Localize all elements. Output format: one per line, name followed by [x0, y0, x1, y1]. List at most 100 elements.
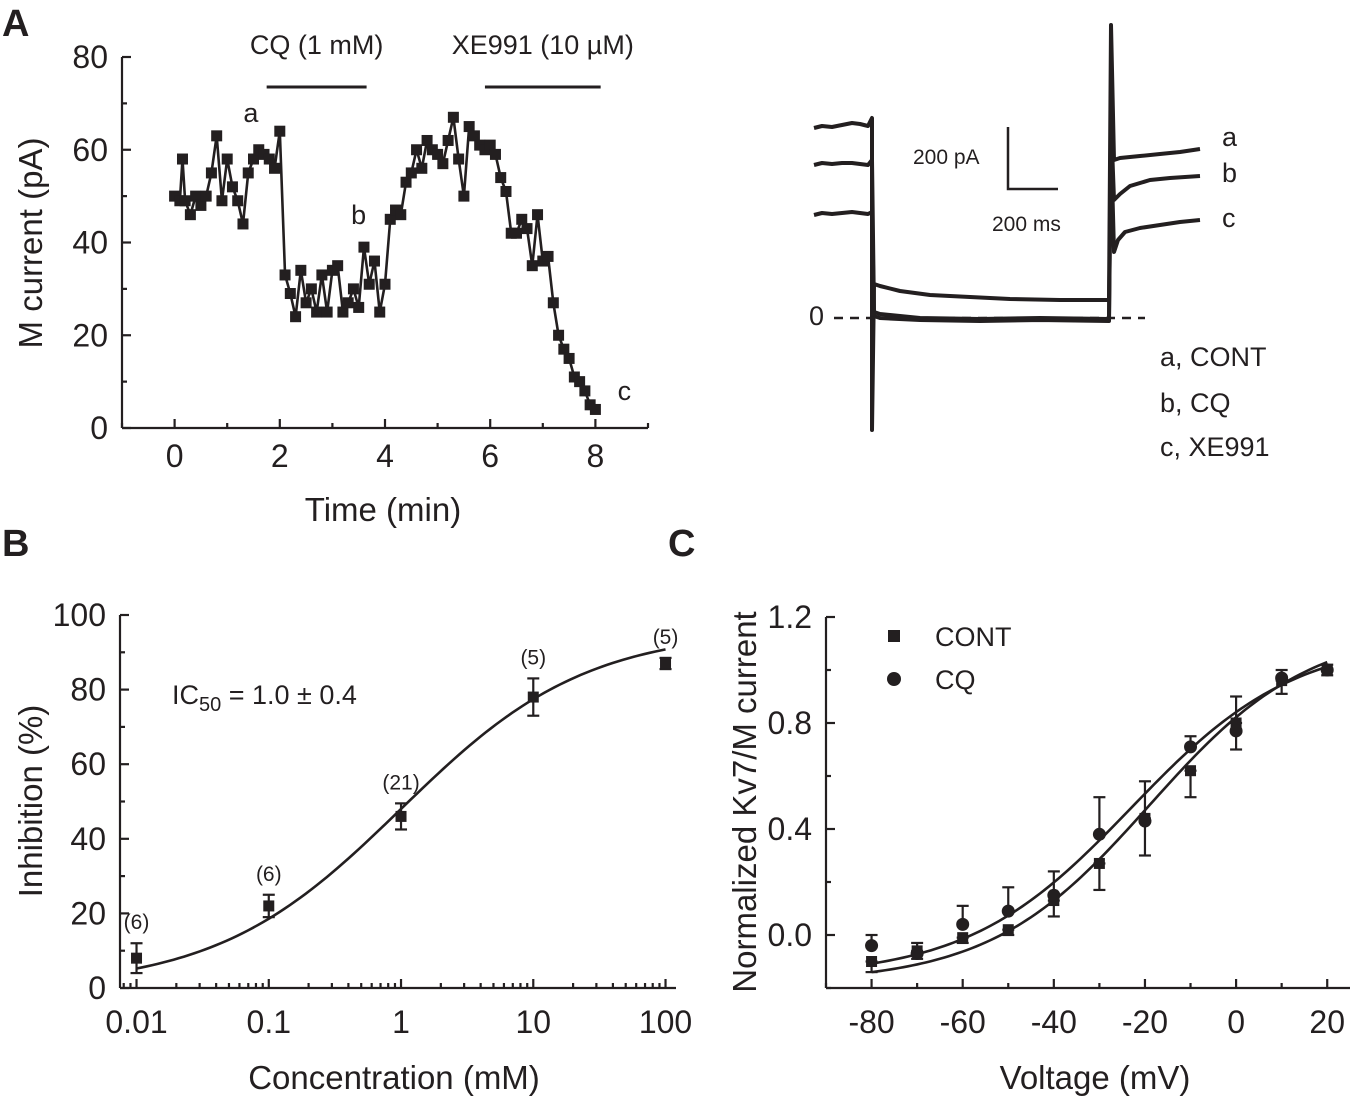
data-point — [353, 301, 365, 313]
x-tick-label: 4 — [376, 438, 394, 474]
data-point — [184, 209, 196, 221]
data-point — [316, 269, 328, 281]
data-point — [527, 691, 539, 703]
trace-label-a: a — [1222, 122, 1238, 152]
data-point — [269, 162, 281, 174]
data-point — [558, 343, 570, 355]
y-axis-label: Inhibition (%) — [12, 705, 49, 898]
data-point — [221, 153, 233, 165]
data-point-cq — [1092, 827, 1106, 841]
point-label: b — [351, 200, 366, 230]
trace-a — [813, 23, 1201, 432]
data-point — [579, 385, 591, 397]
data-point — [358, 241, 370, 253]
data-point-cq — [1001, 904, 1015, 918]
legend-label-cq: CQ — [935, 665, 976, 695]
data-point — [532, 209, 544, 221]
treatment-label: CQ (1 mM) — [250, 30, 383, 60]
panel-label-b: B — [2, 523, 29, 565]
data-point — [421, 134, 433, 146]
point-label: c — [618, 376, 632, 406]
data-point — [526, 260, 538, 272]
data-point — [521, 223, 533, 235]
x-tick-label: 6 — [481, 438, 499, 474]
data-point — [211, 130, 223, 142]
data-point — [368, 255, 380, 267]
scale-bar — [1006, 127, 1058, 191]
y-tick-label: 0 — [90, 410, 108, 446]
data-point — [463, 121, 475, 133]
data-point — [263, 900, 275, 912]
data-point — [279, 269, 291, 281]
data-point — [232, 195, 244, 207]
panel-label-c: C — [668, 523, 695, 565]
y-tick-label: 20 — [70, 895, 106, 931]
data-point — [416, 162, 428, 174]
data-point — [400, 176, 412, 188]
y-tick-label: 80 — [70, 672, 106, 708]
y-tick-label: 0.0 — [768, 917, 812, 953]
data-point — [305, 283, 317, 295]
data-point — [374, 306, 386, 318]
data-point — [489, 148, 501, 160]
data-point-cq — [1047, 888, 1061, 902]
y-tick-label: 80 — [72, 39, 108, 75]
y-tick-label: 40 — [70, 821, 106, 857]
y-tick-label: 100 — [53, 597, 106, 633]
data-point — [237, 218, 249, 230]
data-point — [484, 139, 496, 151]
data-point-cq — [1138, 814, 1152, 828]
legend-label-cont: CONT — [935, 622, 1012, 652]
data-point-cont — [1093, 857, 1105, 869]
y-tick-label: 60 — [72, 132, 108, 168]
x-tick-label: 1 — [392, 1004, 410, 1040]
data-point — [332, 260, 344, 272]
y-tick-label: 0.4 — [768, 811, 812, 847]
dose-response-chart: Inhibition (%) Concentration (mM) IC50 =… — [12, 597, 692, 1096]
x-axis-label: Concentration (mM) — [248, 1059, 540, 1096]
data-point — [411, 144, 423, 156]
legend-marker-cq — [887, 672, 901, 686]
data-point — [432, 148, 444, 160]
x-tick-label: 100 — [639, 1004, 692, 1040]
data-point — [321, 306, 333, 318]
data-point — [384, 213, 396, 225]
data-point-cont — [1185, 765, 1197, 777]
data-point — [405, 167, 417, 179]
data-point — [295, 264, 307, 276]
x-tick-label: -20 — [1122, 1004, 1168, 1040]
data-point-cont — [866, 956, 878, 967]
n-label: (21) — [382, 771, 419, 794]
data-point — [660, 657, 672, 669]
data-point-cq — [1184, 740, 1198, 754]
data-point — [458, 190, 470, 202]
x-axis-label: Time (min) — [305, 491, 461, 528]
data-point — [200, 190, 212, 202]
data-point — [216, 195, 228, 207]
data-point — [395, 209, 407, 221]
x-tick-label: 2 — [271, 438, 289, 474]
data-point — [205, 167, 217, 179]
y-axis-label: Normalized Kv7/M current — [726, 611, 763, 992]
point-label: a — [243, 98, 259, 128]
y-tick-label: 20 — [72, 317, 108, 353]
current-traces: 0 200 pA 200 ms a b c a, CONT b, CQ c, X… — [809, 23, 1270, 462]
trace-c — [813, 138, 1201, 323]
data-point — [547, 297, 559, 309]
y-tick-label: 40 — [72, 225, 108, 261]
x-tick-label: 8 — [587, 438, 605, 474]
data-point — [574, 376, 586, 388]
n-label: (5) — [653, 626, 679, 649]
treatment-label: XE991 (10 µM) — [452, 30, 634, 60]
data-point — [516, 213, 528, 225]
data-point — [437, 158, 449, 170]
data-point — [242, 167, 254, 179]
data-point — [495, 172, 507, 184]
time-course-chart: M current (pA) Time (min) 0 20 40 60 80 0 2 4 6 8… — [12, 30, 650, 528]
legend: CONT CQ — [887, 622, 1012, 695]
data-point — [300, 297, 312, 309]
x-tick-label: 0 — [166, 438, 184, 474]
data-point — [176, 153, 188, 165]
data-point — [248, 153, 259, 165]
